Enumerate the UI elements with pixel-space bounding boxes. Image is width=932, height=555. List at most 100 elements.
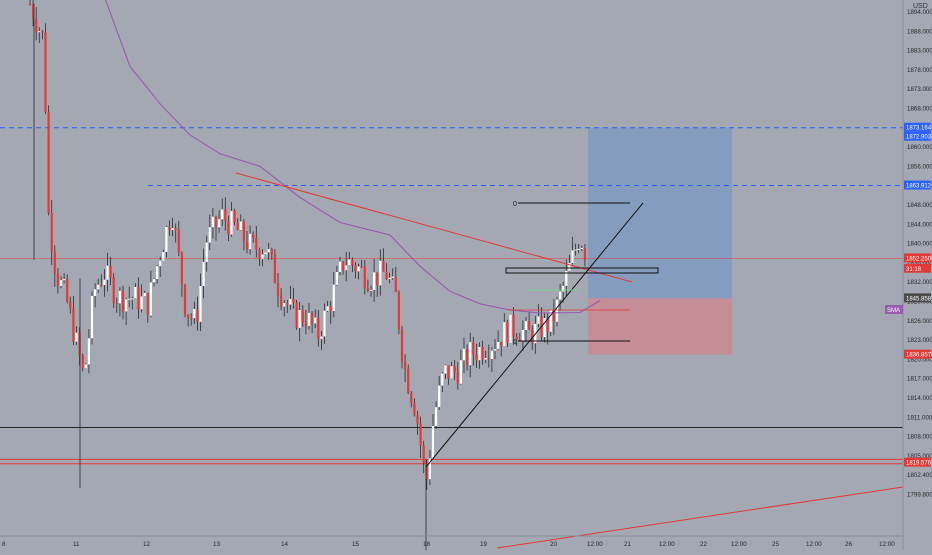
price-tick-label: 1820.000 <box>907 356 932 363</box>
candle-body <box>214 216 218 228</box>
candle-body <box>180 252 183 285</box>
candle-body <box>410 393 413 403</box>
candle-body <box>41 31 44 33</box>
candle-body <box>115 303 118 305</box>
candle-body <box>435 407 438 426</box>
candle-body <box>187 314 190 319</box>
entry-box[interactable] <box>505 267 659 274</box>
candle-body <box>400 329 404 362</box>
drawings[interactable]: 0 1 <box>235 172 904 549</box>
price-tick-label: 1817.000 <box>907 376 932 383</box>
candle-body <box>84 364 87 369</box>
candle-body <box>546 318 549 332</box>
price-tick-label: 1848.000 <box>907 202 932 209</box>
candle-body <box>106 265 109 280</box>
candle-body <box>59 280 63 286</box>
candle-body <box>177 229 180 253</box>
price-tick-label: 1826.000 <box>907 318 932 325</box>
candle-body <box>366 288 369 291</box>
candle-body <box>137 287 140 310</box>
candle-body <box>307 312 311 326</box>
candle-body <box>193 309 196 319</box>
candle-body <box>208 227 211 243</box>
currency-label: USD <box>913 3 928 10</box>
candle-body <box>537 316 540 324</box>
price-tag <box>904 131 931 141</box>
target-zone[interactable] <box>588 127 732 299</box>
candle-body <box>56 273 59 286</box>
candle-body <box>515 336 518 340</box>
candle-body <box>53 251 56 274</box>
candle-body <box>397 291 400 330</box>
candle-body <box>156 266 159 279</box>
candle-body <box>518 339 521 342</box>
price-tick-label: 1840.000 <box>907 241 932 248</box>
candle-body <box>311 312 314 324</box>
candle-body <box>363 266 366 289</box>
candle-body <box>472 342 475 355</box>
candle-body <box>121 290 125 312</box>
candle-body <box>168 226 171 231</box>
candle-body <box>512 314 515 337</box>
descending-trendline[interactable] <box>235 172 633 283</box>
price-tag <box>904 349 931 359</box>
candle-body <box>286 303 289 305</box>
candle-body <box>75 332 78 342</box>
candle-body <box>239 221 242 230</box>
ascending-trendline-bottom[interactable] <box>496 486 904 549</box>
price-tick-label: 1836.000 <box>907 260 932 267</box>
time-tick-label: 12:00 <box>806 541 822 548</box>
time-tick-label: 12:00 <box>587 541 603 548</box>
candle-body <box>335 272 338 285</box>
candle-body <box>128 298 131 300</box>
candle-body <box>376 272 379 286</box>
candle-body <box>543 318 546 338</box>
candle-body <box>441 373 444 386</box>
sma-line[interactable] <box>100 0 601 314</box>
candle-body <box>81 355 84 369</box>
candle-body <box>571 250 574 263</box>
candle-body <box>245 241 249 250</box>
candle-body <box>140 296 143 310</box>
candle-body <box>342 261 345 270</box>
candle-body <box>459 360 462 384</box>
candle-body <box>103 279 106 285</box>
candle-body <box>143 293 146 297</box>
time-tick-label: 14 <box>281 541 289 548</box>
price-tick-label: 1844.000 <box>907 221 932 228</box>
time-tick-label: 12 <box>143 541 151 548</box>
candle-body <box>270 249 273 255</box>
candle-body <box>44 32 47 112</box>
candle-body <box>317 317 320 339</box>
candle-body <box>227 220 230 235</box>
time-tick-label: 20 <box>550 541 558 548</box>
candle-body <box>531 329 534 344</box>
candle-body <box>63 279 66 281</box>
ascending-trendline[interactable] <box>425 202 644 468</box>
candle-body <box>348 259 351 266</box>
candle-body <box>462 348 466 361</box>
price-tag-label: 1836.857 <box>906 353 932 359</box>
candle-body <box>583 247 586 260</box>
candle-body <box>112 277 115 304</box>
time-tick-label: 12:00 <box>731 541 747 548</box>
time-tick-label: 15 <box>352 541 360 548</box>
candle-body <box>388 277 391 280</box>
candle-body <box>261 254 264 260</box>
fib-label-0: 0 <box>513 201 517 208</box>
candle-body <box>453 366 456 373</box>
stop-zone[interactable] <box>588 298 732 355</box>
candle-body <box>69 301 72 309</box>
time-axis[interactable]: 8 11 12 13 14 15 18 19 20 12:00 21 12:00 22 12:00 25 12… <box>2 541 895 548</box>
fib-label-1: 1 <box>513 339 517 346</box>
price-tag <box>904 253 931 263</box>
candle-body <box>174 228 177 230</box>
candle-body <box>50 213 53 252</box>
candle-body <box>565 270 568 286</box>
price-tag <box>904 180 931 190</box>
candle-body <box>487 358 490 360</box>
candle-body <box>438 385 441 408</box>
